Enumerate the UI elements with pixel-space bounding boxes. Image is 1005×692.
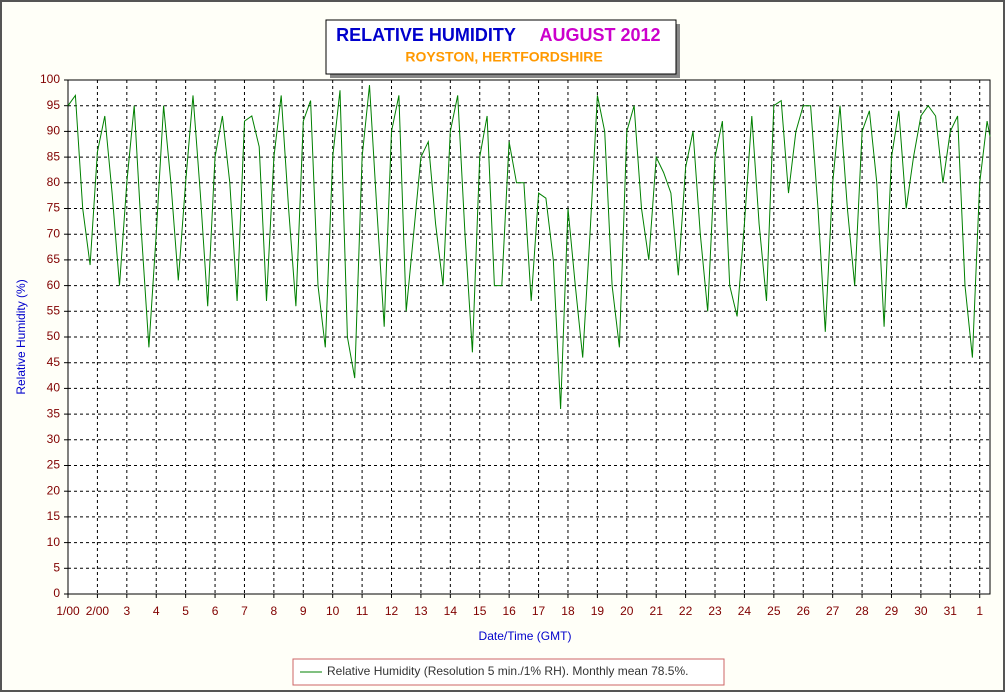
x-tick-label: 12	[385, 604, 399, 618]
x-tick-label: 9	[300, 604, 307, 618]
x-tick-label: 10	[326, 604, 340, 618]
x-tick-label: 8	[271, 604, 278, 618]
x-tick-label: 20	[620, 604, 634, 618]
data-line	[67, 85, 991, 410]
x-tick-label: 25	[767, 604, 781, 618]
x-tick-label: 27	[826, 604, 840, 618]
chart-title: RELATIVE HUMIDITY	[336, 25, 516, 45]
x-axis-label: Date/Time (GMT)	[479, 629, 572, 643]
x-tick-label: 30	[914, 604, 928, 618]
y-axis-label: Relative Humidity (%)	[14, 279, 28, 394]
x-tick-label: 6	[212, 604, 219, 618]
x-tick-label: 21	[650, 604, 664, 618]
x-tick-label: 5	[182, 604, 189, 618]
x-tick-label: 3	[123, 604, 130, 618]
y-tick-label: 50	[47, 329, 61, 343]
x-tick-label: 29	[885, 604, 899, 618]
y-tick-label: 40	[47, 381, 61, 395]
x-tick-label: 16	[502, 604, 516, 618]
y-tick-label: 30	[47, 432, 61, 446]
title-box	[325, 19, 677, 75]
x-tick-label: 17	[532, 604, 546, 618]
y-tick-label: 35	[47, 406, 61, 420]
x-tick-label: 15	[473, 604, 487, 618]
x-tick-label: 1	[976, 604, 983, 618]
y-tick-label: 80	[47, 175, 61, 189]
plot-border	[67, 79, 991, 595]
y-tick-label: 65	[47, 252, 61, 266]
chart-subtitle: ROYSTON, HERTFORDSHIRE	[405, 49, 602, 65]
y-tick-label: 5	[53, 560, 60, 574]
y-tick-label: 75	[47, 201, 61, 215]
y-tick-label: 0	[53, 586, 60, 600]
x-tick-label: 18	[561, 604, 575, 618]
x-tick-label: 7	[241, 604, 248, 618]
x-tick-label: 13	[414, 604, 428, 618]
x-tick-label: 4	[153, 604, 160, 618]
x-tick-label: 1/00	[56, 604, 80, 618]
x-tick-label: 22	[679, 604, 693, 618]
y-tick-label: 100	[40, 72, 60, 86]
x-tick-label: 24	[738, 604, 752, 618]
y-tick-label: 10	[47, 535, 61, 549]
x-tick-label: 11	[356, 604, 369, 618]
legend-box	[292, 658, 725, 686]
legend-label: Relative Humidity (Resolution 5 min./1% …	[327, 664, 688, 678]
x-tick-label: 31	[944, 604, 958, 618]
chart-title-period: AUGUST 2012	[539, 25, 660, 45]
y-tick-label: 20	[47, 483, 61, 497]
y-tick-label: 25	[47, 458, 61, 472]
x-tick-label: 23	[708, 604, 722, 618]
y-tick-label: 90	[47, 124, 61, 138]
y-tick-label: 60	[47, 278, 61, 292]
y-tick-label: 15	[47, 509, 61, 523]
y-tick-label: 45	[47, 355, 61, 369]
x-tick-label: 2/00	[86, 604, 110, 618]
y-tick-label: 85	[47, 149, 61, 163]
x-tick-label: 19	[591, 604, 605, 618]
y-tick-label: 70	[47, 226, 61, 240]
x-tick-label: 26	[797, 604, 811, 618]
x-tick-label: 14	[444, 604, 458, 618]
y-tick-label: 95	[47, 98, 61, 112]
x-tick-label: 28	[855, 604, 869, 618]
y-tick-label: 55	[47, 303, 61, 317]
